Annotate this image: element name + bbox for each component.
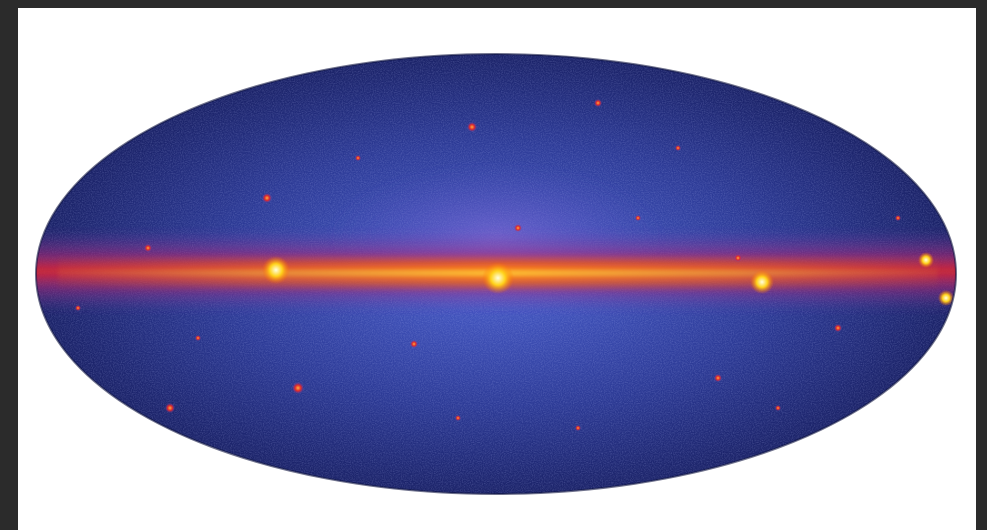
- point-source: [675, 145, 681, 151]
- point-source: [410, 340, 418, 348]
- point-source: [144, 244, 152, 252]
- point-source: [165, 403, 175, 413]
- point-source: [895, 215, 901, 221]
- bright-source: [262, 256, 290, 284]
- point-source: [262, 193, 272, 203]
- bright-source: [482, 262, 514, 294]
- point-source: [834, 324, 842, 332]
- image-frame: [18, 8, 976, 530]
- point-source: [455, 415, 461, 421]
- point-source: [514, 224, 522, 232]
- bright-source: [938, 290, 954, 306]
- point-source: [75, 305, 81, 311]
- point-source: [292, 382, 304, 394]
- bright-source: [750, 270, 774, 294]
- point-source: [594, 99, 602, 107]
- point-source: [575, 425, 581, 431]
- point-source: [467, 122, 477, 132]
- point-source: [635, 215, 641, 221]
- point-source: [775, 405, 781, 411]
- point-source: [734, 254, 742, 262]
- point-source: [714, 374, 722, 382]
- bright-source: [918, 252, 934, 268]
- point-source: [355, 155, 361, 161]
- point-source: [195, 335, 201, 341]
- all-sky-map-image: [35, 53, 957, 495]
